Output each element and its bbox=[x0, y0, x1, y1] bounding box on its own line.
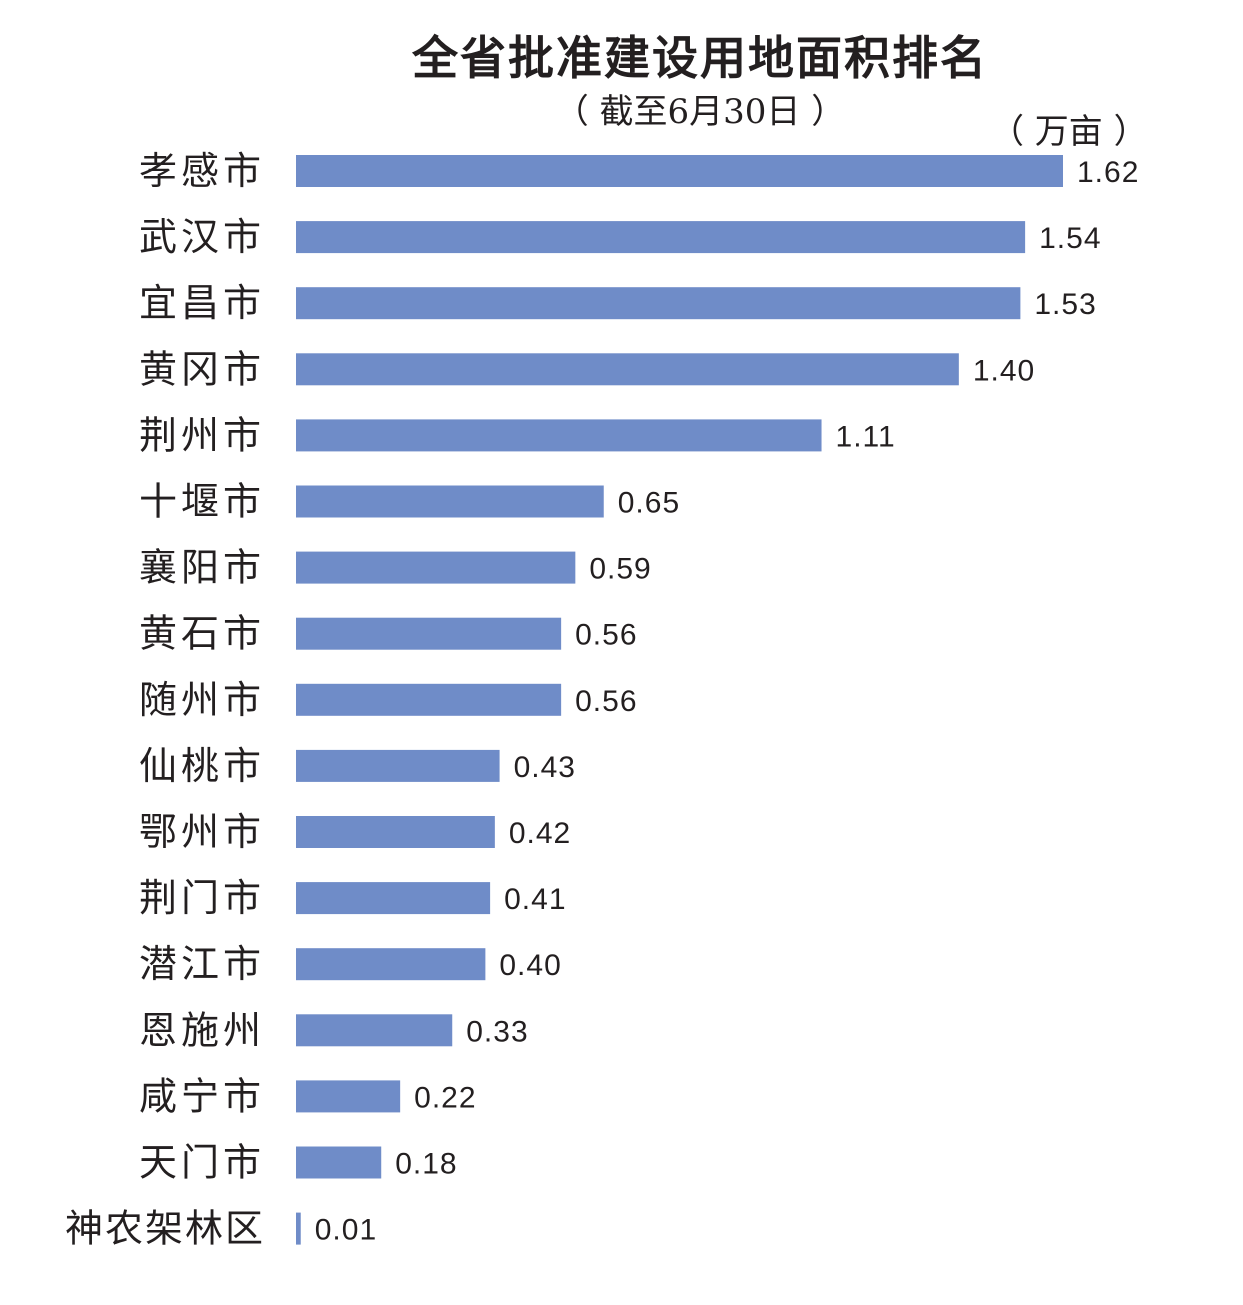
value-label: 0.18 bbox=[395, 1148, 457, 1181]
unit-label: （ 万亩 ） bbox=[990, 112, 1148, 152]
bar-12 bbox=[296, 948, 486, 981]
bar-16 bbox=[296, 1212, 301, 1245]
value-label: 0.22 bbox=[414, 1081, 476, 1114]
category-label: 天门市 bbox=[139, 1141, 265, 1185]
chart-title: 全省批准建设用地面积排名 bbox=[412, 31, 988, 85]
value-label: 0.33 bbox=[466, 1015, 528, 1048]
bar-10 bbox=[296, 816, 495, 848]
category-label: 鄂州市 bbox=[139, 810, 265, 854]
category-label: 仙桃市 bbox=[139, 744, 265, 788]
bar-9 bbox=[296, 749, 500, 782]
category-label: 潜江市 bbox=[139, 942, 265, 986]
value-label: 0.40 bbox=[499, 949, 561, 982]
bar-0 bbox=[296, 155, 1063, 187]
category-label: 咸宁市 bbox=[139, 1074, 265, 1118]
bar-15 bbox=[296, 1146, 382, 1179]
value-label: 0.59 bbox=[589, 553, 651, 586]
category-label: 神农架林区 bbox=[65, 1207, 265, 1251]
category-label: 黄冈市 bbox=[139, 347, 265, 391]
category-label: 宜昌市 bbox=[139, 281, 265, 325]
value-label: 1.11 bbox=[836, 420, 896, 453]
value-label: 1.53 bbox=[1034, 288, 1096, 321]
bar-3 bbox=[296, 353, 959, 386]
value-label: 0.01 bbox=[315, 1214, 377, 1247]
category-label: 随州市 bbox=[139, 678, 265, 722]
category-label: 武汉市 bbox=[139, 215, 265, 259]
value-label: 0.43 bbox=[514, 751, 576, 784]
category-label: 荆门市 bbox=[139, 876, 265, 920]
bar-13 bbox=[296, 1014, 453, 1047]
chart-subtitle: （ 截至6月30日 ） bbox=[554, 92, 846, 132]
bar-2 bbox=[296, 287, 1021, 320]
value-label: 1.54 bbox=[1039, 222, 1101, 255]
value-label: 1.62 bbox=[1077, 156, 1139, 189]
bar-1 bbox=[296, 221, 1026, 254]
bar-8 bbox=[296, 683, 562, 716]
value-label: 1.40 bbox=[973, 354, 1035, 387]
bar-7 bbox=[296, 617, 562, 650]
bar-6 bbox=[296, 551, 576, 584]
value-label: 0.41 bbox=[504, 883, 566, 916]
value-label: 0.65 bbox=[618, 487, 680, 520]
bar-5 bbox=[296, 485, 604, 518]
category-label: 襄阳市 bbox=[139, 546, 265, 590]
category-label: 十堰市 bbox=[139, 480, 265, 524]
category-label: 恩施州 bbox=[139, 1008, 265, 1052]
bar-11 bbox=[296, 882, 491, 915]
category-label: 孝感市 bbox=[139, 149, 265, 193]
bar-4 bbox=[296, 419, 822, 452]
bar-14 bbox=[296, 1080, 401, 1113]
value-label: 0.56 bbox=[575, 619, 637, 652]
category-label: 荆州市 bbox=[139, 413, 265, 457]
category-label: 黄石市 bbox=[139, 612, 265, 656]
value-label: 0.56 bbox=[575, 685, 637, 718]
value-label: 0.42 bbox=[509, 817, 571, 850]
